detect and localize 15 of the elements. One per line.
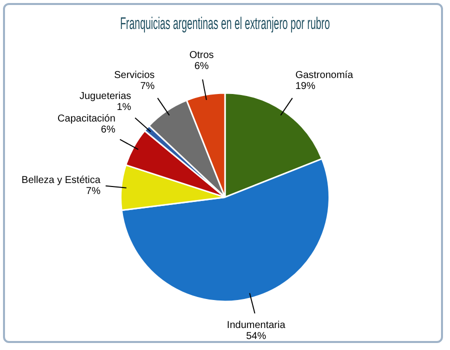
slice-label: Jugueterias xyxy=(79,90,132,102)
data-label: 6% xyxy=(194,61,209,72)
chart-title: Franquicias argentinas en el extranjero por rubro xyxy=(120,12,330,33)
data-label: 54% xyxy=(246,331,266,342)
data-label: 19% xyxy=(295,80,316,92)
slice-label: Gastronomía xyxy=(295,70,354,81)
slice-label: Belleza y Estética xyxy=(22,174,101,186)
slice-label: Servicios xyxy=(114,70,155,81)
data-label: 6% xyxy=(100,124,116,136)
data-label: 7% xyxy=(86,186,101,197)
data-label: 1% xyxy=(116,102,132,113)
data-label: 7% xyxy=(140,80,155,92)
slice-label: Indumentaria xyxy=(226,320,286,332)
slice-label: Otros xyxy=(189,50,214,62)
slice-label: Capacitación xyxy=(58,114,116,125)
